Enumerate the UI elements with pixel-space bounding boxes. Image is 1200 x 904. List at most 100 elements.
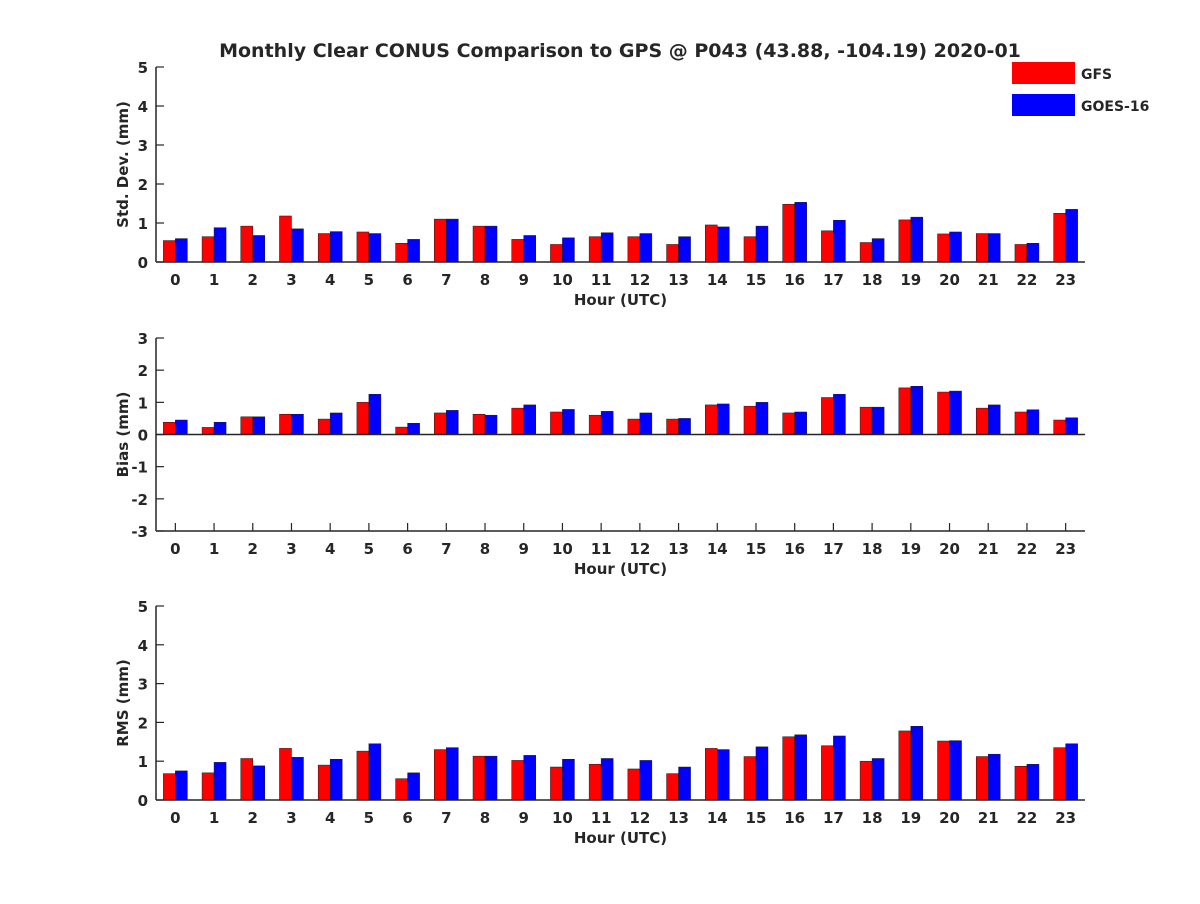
x-tick-label: 7: [441, 271, 451, 289]
bar-goes16: [910, 216, 924, 263]
x-tick-label: 7: [441, 809, 451, 827]
bar-gfs: [782, 736, 795, 801]
bar-gfs: [975, 407, 989, 435]
bar-goes16: [1026, 409, 1040, 435]
bar-gfs: [627, 236, 641, 263]
bar-goes16: [794, 411, 807, 435]
bar-goes16: [407, 239, 420, 263]
bar-goes16: [678, 766, 691, 801]
bar-goes16: [794, 202, 807, 263]
bar-goes16: [484, 225, 498, 263]
bar-goes16: [484, 414, 498, 435]
bar-gfs: [395, 778, 408, 801]
bar-goes16: [213, 762, 227, 801]
legend-swatch-gfs: [1012, 62, 1075, 84]
bar-gfs: [550, 411, 563, 435]
bar-goes16: [833, 220, 846, 263]
x-tick-label: 23: [1055, 540, 1076, 558]
y-tick-label: 5: [138, 59, 148, 77]
x-tick-label: 18: [862, 540, 883, 558]
bar-goes16: [213, 422, 227, 435]
y-tick-label: 3: [138, 137, 148, 155]
bar-gfs: [705, 224, 718, 263]
bar-gfs: [434, 412, 447, 435]
bar-goes16: [446, 410, 459, 435]
bar-goes16: [910, 386, 924, 435]
y-tick-label: 0: [138, 427, 148, 445]
x-tick-label: 12: [629, 540, 650, 558]
x-tick-label: 5: [364, 809, 374, 827]
bar-gfs: [1014, 244, 1028, 263]
x-tick-label: 16: [784, 271, 805, 289]
chart-title: Monthly Clear CONUS Comparison to GPS @ …: [219, 40, 1021, 62]
x-tick-label: 2: [248, 540, 258, 558]
bar-gfs: [588, 764, 602, 801]
bar-gfs: [627, 418, 641, 435]
x-tick-label: 10: [552, 540, 573, 558]
bar-goes16: [600, 232, 614, 263]
bar-gfs: [472, 225, 486, 263]
y-tick-label: 1: [138, 394, 148, 412]
bar-gfs: [201, 772, 215, 801]
y-tick-label: 2: [138, 176, 148, 194]
bar-gfs: [279, 748, 292, 801]
bar-goes16: [794, 734, 807, 801]
x-tick-label: 21: [978, 540, 999, 558]
bar-gfs: [317, 418, 331, 435]
y-tick-label: 0: [138, 792, 148, 810]
x-tick-label: 17: [823, 540, 844, 558]
x-tick-label: 5: [364, 540, 374, 558]
x-tick-label: 15: [746, 540, 767, 558]
x-tick-label: 22: [1017, 271, 1038, 289]
bar-goes16: [600, 758, 614, 801]
bar-goes16: [175, 238, 188, 263]
bar-goes16: [252, 765, 266, 801]
bar-gfs: [937, 740, 950, 801]
y-tick-label: 3: [138, 676, 148, 694]
x-tick-label: 8: [480, 271, 490, 289]
x-axis-label: Hour (UTC): [574, 829, 667, 847]
bar-gfs: [279, 215, 292, 263]
legend-label-gfs: GFS: [1081, 67, 1112, 83]
bar-gfs: [395, 243, 408, 263]
bar-goes16: [717, 226, 730, 263]
bar-gfs: [163, 773, 176, 801]
x-tick-label: 18: [862, 809, 883, 827]
x-tick-label: 6: [402, 271, 412, 289]
bar-goes16: [755, 402, 769, 435]
x-tick-label: 10: [552, 271, 573, 289]
x-tick-label: 20: [939, 540, 960, 558]
x-tick-label: 19: [900, 809, 921, 827]
y-tick-label: 3: [138, 330, 148, 348]
x-tick-label: 21: [978, 271, 999, 289]
y-tick-label: 0: [138, 254, 148, 272]
bar-goes16: [446, 218, 459, 263]
bar-gfs: [821, 745, 834, 801]
x-tick-label: 1: [209, 271, 219, 289]
bar-goes16: [717, 403, 730, 435]
bar-gfs: [240, 225, 254, 263]
x-tick-label: 8: [480, 809, 490, 827]
bar-gfs: [356, 402, 370, 435]
bar-goes16: [717, 749, 730, 801]
x-tick-label: 4: [325, 271, 335, 289]
bar-gfs: [666, 773, 679, 801]
bar-gfs: [975, 233, 989, 263]
x-tick-label: 14: [707, 809, 728, 827]
bar-goes16: [291, 413, 304, 435]
bar-goes16: [949, 740, 962, 801]
x-tick-label: 14: [707, 271, 728, 289]
x-tick-label: 4: [325, 540, 335, 558]
bar-goes16: [600, 411, 614, 435]
bar-gfs: [550, 244, 563, 263]
bar-goes16: [252, 416, 266, 435]
x-tick-label: 17: [823, 271, 844, 289]
y-axis-label: Bias (mm): [114, 392, 132, 478]
x-tick-label: 13: [668, 809, 689, 827]
bar-goes16: [329, 412, 343, 435]
x-tick-label: 12: [629, 271, 650, 289]
bar-gfs: [743, 405, 757, 435]
bar-goes16: [639, 412, 653, 435]
